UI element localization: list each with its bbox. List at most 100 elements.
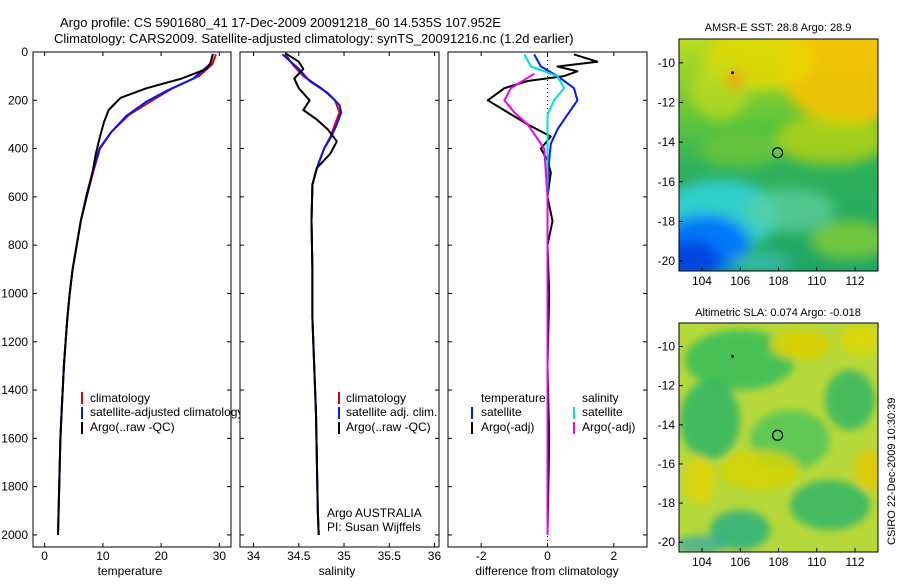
difference-legend: temperature satellite Argo(-adj) salinit…: [471, 391, 635, 434]
legend-satellite: satellite adj. clim.: [346, 405, 437, 419]
salinity-axes-frame: [239, 51, 440, 548]
sst-map-title: AMSR-E SST: 28.8 Argo: 28.9: [705, 22, 852, 34]
float-pi: PI: Susan Wijffels: [327, 520, 421, 534]
lon-tick-label: 104: [692, 274, 712, 288]
previous-position-marker: [731, 71, 735, 75]
y-tick-label: 1600: [1, 431, 28, 445]
lat-tick-label: -20: [658, 535, 676, 549]
lon-tick-label: 108: [768, 555, 788, 569]
temperature-tick-labels: 0 10 20 30: [41, 52, 226, 563]
legend-satellite: satellite-adjusted climatology: [90, 405, 243, 419]
y-tick-label: 400: [8, 142, 28, 156]
y-tick-label: 0: [21, 45, 28, 59]
argo-position-marker: [771, 429, 784, 441]
legend-argo: Argo(..raw -QC): [90, 420, 175, 434]
legend-climatology: climatology: [90, 391, 150, 405]
y-tick-label: 1800: [1, 480, 28, 494]
lon-tick-label: 112: [845, 274, 864, 288]
series-line-temperature-argo-adj: [486, 53, 599, 535]
x-tick-label: 35: [337, 549, 351, 563]
y-tick-label: 800: [8, 238, 28, 252]
previous-position-marker: [731, 354, 735, 358]
lon-tick-label: 108: [768, 274, 788, 288]
legend-sal-argo: Argo(-adj): [582, 420, 635, 434]
lat-tick-label: -16: [658, 457, 676, 471]
lat-tick-label: -12: [658, 95, 676, 109]
lat-tick-label: -18: [658, 214, 676, 228]
sla-map-title: Altimetric SLA: 0.074 Argo: -0.018: [695, 307, 861, 319]
legend-temp-satellite: satellite: [481, 405, 522, 419]
x-tick-label: 35.5: [378, 549, 402, 563]
lon-tick-label: 106: [730, 274, 750, 288]
legend-sal-satellite: satellite: [582, 405, 623, 419]
y-tick-label: 200: [8, 93, 28, 107]
difference-x-label: difference from climatology: [475, 564, 618, 578]
salinity-legend: climatology satellite adj. clim. Argo(..…: [338, 391, 437, 434]
series-line-argo-raw-qc: [284, 52, 338, 535]
lat-tick-label: -14: [658, 418, 676, 432]
header-line-1: Argo profile: CS 5901680_41 17-Dec-2009 …: [60, 15, 501, 30]
legend-temperature-heading: temperature: [481, 391, 546, 405]
legend-salinity-heading: salinity: [582, 391, 619, 405]
x-tick-label: 34.5: [287, 549, 311, 563]
lon-tick-label: 112: [845, 555, 864, 569]
y-tick-label: 1000: [1, 286, 28, 300]
difference-panel: -2 0 2 difference from climatology tempera…: [447, 51, 648, 578]
sla-map-markers: [731, 354, 784, 441]
x-tick-label: 0: [41, 549, 48, 563]
temperature-series: [57, 53, 217, 535]
lon-tick-label: 106: [730, 555, 750, 569]
y-tick-label: 600: [8, 190, 28, 204]
temperature-x-label: temperature: [98, 564, 163, 578]
x-tick-label: 2: [610, 549, 617, 563]
series-line-salinity-argo-adj: [503, 72, 549, 535]
lat-tick-label: -18: [658, 496, 676, 510]
credit-timestamp: CSIRO 22-Dec-2009 10:30:39: [886, 398, 898, 545]
lon-tick-label: 104: [692, 555, 712, 569]
lat-tick-label: -14: [658, 135, 676, 149]
lat-tick-label: -20: [658, 254, 676, 268]
y-tick-label: 2000: [1, 528, 28, 542]
lat-tick-label: -10: [658, 56, 676, 70]
sla-map-ticks: 104 106 108 110 112 -10 -12 -14 -16 -18 -20: [658, 339, 865, 569]
temperature-axes-frame: [32, 51, 232, 548]
sst-map-panel: AMSR-E SST: 28.8 Argo: 28.9 104 106 108 110…: [658, 22, 879, 288]
header-line-2: Climatology: CARS2009. Satellite-adjuste…: [54, 31, 574, 46]
lat-tick-label: -16: [658, 175, 676, 189]
x-tick-label: -2: [476, 549, 487, 563]
legend-temp-argo: Argo(-adj): [481, 420, 534, 434]
series-line-argo-raw-qc: [57, 53, 214, 535]
sst-map-markers: [731, 71, 784, 159]
lat-tick-label: -10: [658, 339, 676, 353]
temperature-panel: 0 200 400 600 800 1000 1200 1400 1600 1800 2000 0 1…: [1, 45, 243, 578]
x-tick-label: 20: [154, 549, 168, 563]
x-tick-label: 36: [428, 549, 442, 563]
lon-tick-label: 110: [807, 555, 826, 569]
y-tick-label: 1200: [1, 335, 28, 349]
sst-map-ticks: 104 106 108 110 112 -10 -12 -14 -16 -18 -20: [658, 56, 865, 288]
x-tick-label: 0: [544, 549, 551, 563]
temperature-legend: climatology satellite-adjusted climatolo…: [81, 391, 243, 434]
salinity-x-label: salinity: [319, 564, 356, 578]
float-program: Argo AUSTRALIA: [327, 506, 422, 520]
y-tick-label: 1400: [1, 383, 28, 397]
x-tick-label: 30: [213, 549, 227, 563]
sst-field: [679, 39, 878, 271]
legend-climatology: climatology: [346, 391, 406, 405]
depth-tick-labels: 0 200 400 600 800 1000 1200 1400 1600 1800 2000: [1, 45, 231, 542]
lat-tick-label: -12: [658, 379, 676, 393]
sla-field: [679, 323, 878, 552]
difference-series: [486, 53, 599, 535]
x-tick-label: 10: [96, 549, 110, 563]
salinity-series: [281, 52, 343, 535]
series-line-salinity-satellite: [523, 53, 566, 535]
argo-position-marker: [771, 147, 784, 159]
legend-argo: Argo(..raw -QC): [346, 420, 431, 434]
x-tick-label: 34: [247, 549, 261, 563]
salinity-tick-labels: 34 34.5 35 35.5 36: [240, 51, 442, 563]
difference-tick-labels: -2 0 2: [448, 51, 647, 563]
sla-map-panel: Altimetric SLA: 0.074 Argo: -0.018 104 10…: [658, 307, 879, 569]
salinity-panel: 34 34.5 35 35.5 36 salinity climatology sate…: [239, 51, 442, 578]
lon-tick-label: 110: [807, 274, 826, 288]
